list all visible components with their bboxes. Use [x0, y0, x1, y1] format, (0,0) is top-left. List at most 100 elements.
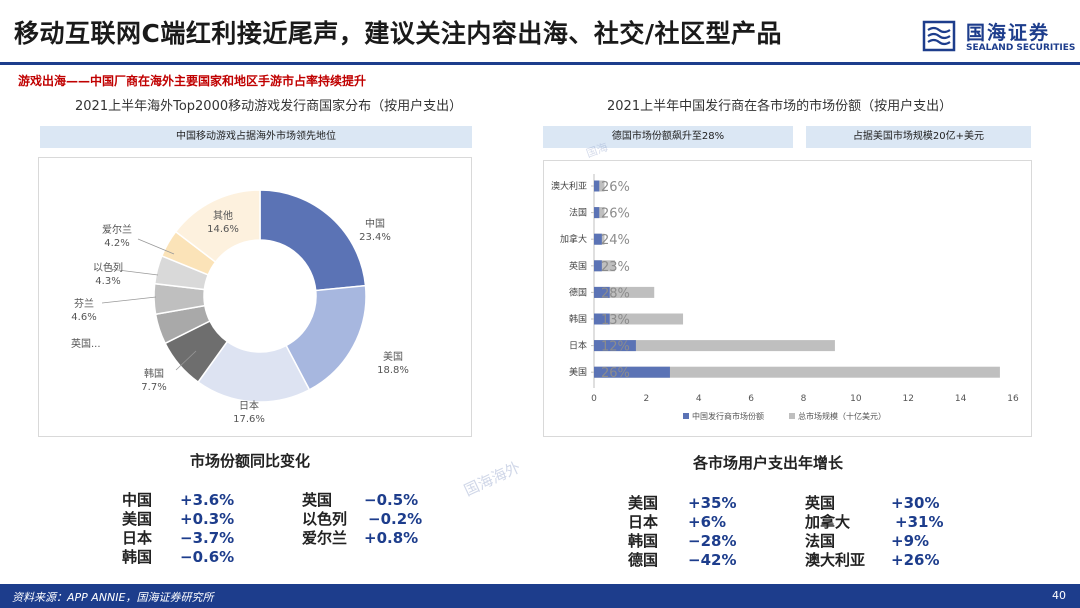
category-label: 澳大利亚	[551, 180, 587, 192]
section-subtitle: 游戏出海——中国厂商在海外主要国家和地区手游市占率持续提升	[18, 74, 367, 88]
stat-label: 爱尔兰	[302, 529, 348, 547]
x-tick-label: 4	[696, 394, 702, 404]
category-label: 日本	[569, 340, 587, 352]
stat-label: 英国	[805, 494, 836, 512]
x-tick-label: 8	[801, 394, 807, 404]
stat-label: 英国	[302, 491, 333, 509]
stat-item: 加拿大 +31%	[805, 511, 943, 532]
stat-value: +6%	[688, 513, 727, 531]
leader-line	[137, 238, 175, 255]
bar-chart-panel	[543, 160, 1032, 437]
stat-value: −0.6%	[180, 548, 235, 566]
bar-china-share	[594, 233, 602, 245]
stat-value: +26%	[891, 551, 940, 569]
legend-label: 总市场规模（十亿美元）	[798, 411, 886, 421]
category-label: 韩国	[569, 313, 587, 325]
watermark: 国海海外	[461, 458, 524, 500]
x-tick-label: 6	[748, 394, 754, 404]
share-data-label: 13%	[601, 313, 630, 328]
sealand-wave-logo-icon	[922, 20, 956, 52]
share-data-label: 28%	[601, 286, 630, 301]
logo-text-cn: 国海证券	[966, 22, 1051, 44]
legend-swatch	[683, 413, 689, 419]
stat-value: −0.5%	[364, 491, 419, 509]
bar-china-share	[594, 313, 610, 325]
stat-label: 德国	[628, 551, 659, 569]
share-change-heading: 市场份额同比变化	[190, 452, 311, 470]
stat-item: 日本 −3.7%	[122, 527, 234, 548]
stat-label: 美国	[628, 494, 659, 512]
x-tick-label: 14	[955, 394, 967, 404]
slice-label: 爱尔兰	[102, 223, 132, 236]
stat-item: 美国 +35%	[628, 492, 736, 513]
donut-slice-8	[174, 189, 261, 264]
slice-value-label: 14.6%	[207, 224, 239, 235]
bar-total-market	[594, 340, 835, 352]
stat-label: 日本	[628, 513, 659, 531]
page-title: 移动互联网C端红利接近尾声，建议关注内容出海、社交/社区型产品	[14, 19, 782, 48]
x-tick-label: 16	[1007, 394, 1019, 404]
x-tick-label: 10	[850, 394, 862, 404]
slice-value-label: 17.6%	[233, 414, 265, 425]
stat-value: +3.6%	[180, 491, 235, 509]
x-tick-label: 2	[644, 394, 650, 404]
stat-item: 法国 +9%	[805, 530, 929, 551]
category-label: 美国	[569, 366, 587, 378]
share-data-label: 26%	[601, 366, 630, 381]
bar-chart-title: 2021上半年中国发行商在各市场的市场份额（按用户支出）	[607, 99, 953, 114]
legend-swatch	[789, 413, 795, 419]
stat-value: +0.8%	[364, 529, 419, 547]
bar-total-market	[594, 260, 615, 272]
stat-label: 法国	[805, 532, 836, 550]
slice-label: 芬兰	[74, 297, 94, 310]
source-note: 资料来源：APP ANNIE，国海证券研究所	[12, 591, 214, 604]
category-label: 法国	[569, 207, 587, 219]
stat-label: 美国	[122, 510, 153, 528]
header-divider	[0, 62, 1080, 65]
stat-value: −3.7%	[180, 529, 235, 547]
footer-bar	[0, 584, 1080, 608]
slice-value-label: 4.3%	[95, 276, 120, 287]
slice-value-label: 7.7%	[141, 382, 166, 393]
slice-value-label: 4.6%	[71, 312, 96, 323]
stat-label: 以色列	[302, 510, 348, 528]
stat-item: 日本 +6%	[628, 511, 726, 532]
stat-value: −42%	[688, 551, 737, 569]
donut-chart: 中国 23.4% 美国 18.8% 日本 17.6% 韩国 7.7% 英国... 芬兰 4.6% 以色…	[71, 189, 409, 425]
donut-chart-title: 2021上半年海外Top2000移动游戏发行商国家分布（按用户支出）	[75, 99, 463, 114]
slice-label: 英国...	[71, 337, 101, 350]
slice-label: 以色列	[93, 261, 123, 274]
slice-value-label: 23.4%	[359, 232, 391, 243]
slice-label: 韩国	[144, 367, 164, 380]
bar-china-share	[594, 286, 610, 298]
donut-callout: 中国移动游戏占据海外市场领先地位	[40, 126, 472, 148]
stat-item: 以色列 −0.2%	[302, 508, 422, 529]
stat-label: 澳大利亚	[805, 551, 866, 569]
stat-item: 澳大利亚 +26%	[805, 549, 939, 570]
stat-label: 日本	[122, 529, 153, 547]
bar-china-share	[594, 366, 670, 378]
x-tick-label: 0	[591, 394, 597, 404]
bar-china-share	[594, 207, 600, 219]
stat-item: 德国 −42%	[628, 549, 736, 570]
category-label: 英国	[569, 260, 587, 272]
logo-text-en: SEALAND SECURITIES	[966, 43, 1076, 53]
company-logo: 国海证券 SEALAND SECURITIES	[922, 16, 1076, 58]
share-data-label: 26%	[601, 207, 630, 222]
us-market-callout: 占据美国市场规模20亿+美元	[806, 126, 1031, 148]
leader-line	[175, 350, 197, 371]
stat-value: +35%	[688, 494, 737, 512]
category-label: 德国	[569, 286, 587, 298]
horizontal-bar-chart: 澳大利亚 26% 法国 26% 加拿大 24% 英国 23% 德国 28% 韩国 13% 日本 12% 美国…	[551, 174, 1019, 421]
slice-label: 日本	[239, 399, 259, 412]
stat-label: 韩国	[122, 548, 153, 566]
stat-item: 英国 +30%	[805, 492, 939, 513]
category-label: 加拿大	[560, 233, 587, 245]
page-number: 40	[1052, 589, 1066, 602]
slice-value-label: 4.2%	[104, 238, 129, 249]
share-data-label: 23%	[601, 260, 630, 275]
bar-china-share	[594, 340, 636, 352]
stat-item: 韩国 −0.6%	[122, 546, 234, 567]
stat-value: +31%	[895, 513, 944, 531]
share-data-label: 12%	[601, 340, 630, 355]
